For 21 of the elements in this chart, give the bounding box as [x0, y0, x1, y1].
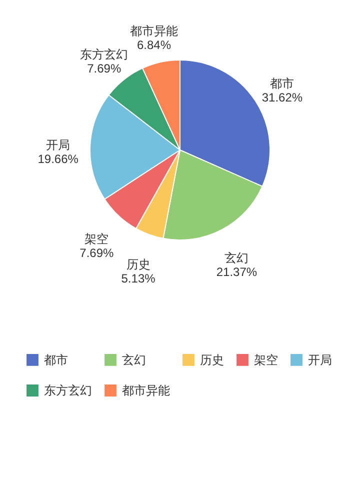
legend-label: 历史	[200, 352, 224, 367]
slice-label: 玄幻	[224, 251, 249, 266]
data-label: 6.84%	[136, 38, 172, 52]
slice-label: 历史	[126, 258, 150, 272]
legend-label: 开局	[308, 352, 332, 367]
legend-label: 都市	[44, 352, 68, 367]
data-label: 5.13%	[121, 272, 156, 286]
slice-label: 都市异能	[130, 24, 178, 38]
slice-label: 都市	[270, 76, 294, 90]
slice-label: 开局	[46, 138, 70, 152]
slice-label: 东方玄幻	[80, 47, 128, 62]
data-label: 7.69%	[80, 246, 114, 260]
legend-label: 东方玄幻	[44, 384, 92, 398]
data-label: 21.37%	[216, 265, 258, 280]
data-label: 31.62%	[262, 90, 303, 104]
legend-label: 玄幻	[122, 352, 146, 367]
slice-label: 架空	[84, 232, 109, 246]
legend-label: 都市异能	[122, 384, 170, 398]
data-label: 19.66%	[38, 152, 79, 166]
legend-label: 架空	[254, 352, 278, 367]
data-label: 7.69%	[87, 61, 122, 76]
